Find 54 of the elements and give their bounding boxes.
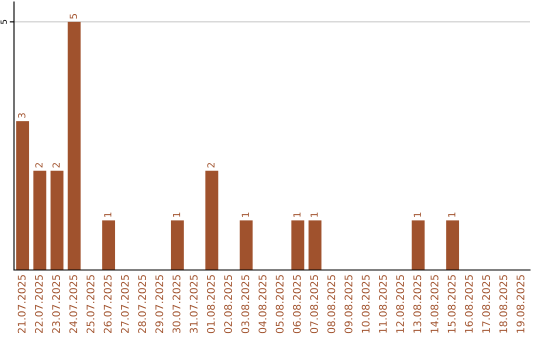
data-label: 1	[310, 212, 318, 217]
x-tick-label: 08.08.2025	[327, 275, 336, 334]
x-tick-label: 19.08.2025	[516, 275, 524, 333]
x-tick-label: 21.07.2025	[18, 275, 26, 334]
bar	[308, 220, 322, 270]
x-tick-label: 05.08.2025	[276, 275, 284, 334]
x-tick-label: 27.07.2025	[120, 275, 129, 334]
x-tick-label: 31.07.2025	[190, 275, 198, 334]
bar	[446, 220, 460, 270]
bar	[205, 170, 218, 270]
data-label: 1	[172, 212, 180, 217]
bar	[291, 220, 304, 270]
x-tick-label: 30.07.2025	[172, 275, 180, 334]
x-tick-label: 28.07.2025	[138, 275, 146, 334]
bar	[102, 220, 116, 270]
data-label: 2	[207, 163, 214, 168]
x-tick-label: 04.08.2025	[258, 275, 266, 334]
x-tick-label: 03.08.2025	[241, 275, 250, 334]
x-tick-label: 12.08.2025	[396, 275, 404, 333]
data-label: 3	[18, 113, 26, 118]
data-label: 1	[104, 212, 112, 217]
x-tick-label: 13.08.2025	[413, 275, 422, 333]
data-label: 5	[70, 14, 78, 19]
data-label: 2	[52, 163, 60, 168]
x-tick-label: 11.08.2025	[378, 275, 387, 333]
x-tick-label: 14.08.2025	[430, 275, 438, 333]
x-tick-label: 02.08.2025	[224, 275, 232, 334]
bar	[170, 220, 184, 270]
x-tick-label: 24.07.2025	[69, 275, 78, 334]
x-tick-label: 26.07.2025	[104, 275, 112, 334]
x-tick-label: 09.08.2025	[344, 275, 352, 334]
bar	[240, 220, 253, 270]
data-label: 2	[35, 163, 42, 168]
x-tick-label: 01.08.2025	[206, 275, 215, 334]
data-label: 1	[242, 212, 249, 217]
x-tick-label: 22.07.2025	[34, 275, 43, 334]
x-tick-label: 29.07.2025	[155, 275, 164, 334]
x-tick-label: 23.07.2025	[52, 275, 60, 334]
x-tick-label: 07.08.2025	[310, 275, 318, 334]
data-label: 1	[414, 212, 421, 217]
x-tick-label: 15.08.2025	[448, 275, 456, 333]
data-label: 1	[293, 212, 300, 217]
bar	[50, 170, 64, 270]
x-tick-label: 25.07.2025	[86, 275, 94, 334]
x-tick-label: 06.08.2025	[292, 275, 301, 334]
x-tick-label: 18.08.2025	[499, 275, 508, 333]
data-label: 1	[448, 212, 456, 217]
bar	[68, 22, 81, 270]
bar	[33, 170, 46, 270]
x-tick-label: 10.08.2025	[362, 275, 370, 333]
bar	[412, 220, 425, 270]
x-tick-label: 16.08.2025	[464, 275, 473, 333]
x-tick-label: 17.08.2025	[482, 275, 490, 333]
bar	[16, 121, 30, 270]
